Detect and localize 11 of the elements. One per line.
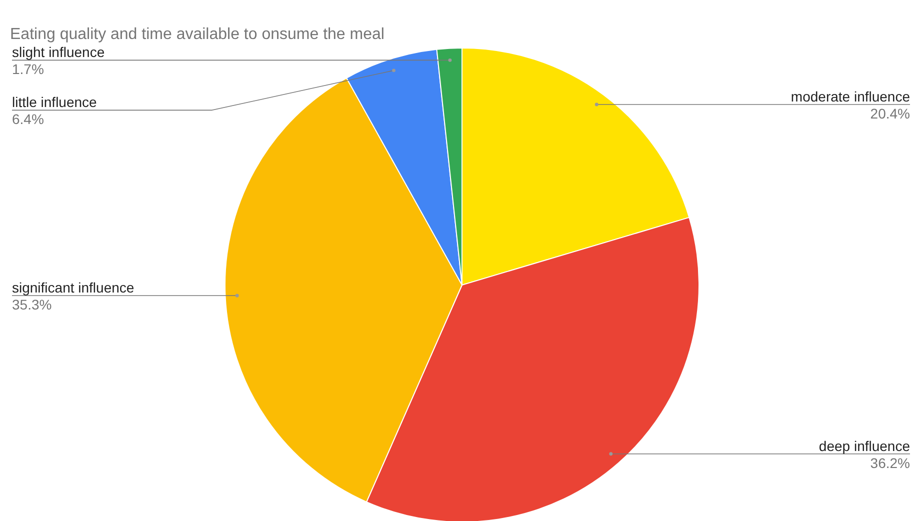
slice-label: little influence [12, 94, 98, 110]
chart-title: Eating quality and time available to onsume the meal [10, 26, 384, 43]
slice-label: significant influence [12, 280, 134, 296]
data-label: 35.3% [12, 296, 52, 313]
data-label: 20.4% [870, 106, 910, 122]
data-label: 6.4% [12, 111, 44, 128]
data-label: 1.7% [12, 61, 44, 78]
data-label: 36.2% [870, 454, 910, 471]
slice-label: slight influence [12, 44, 105, 60]
slice-label: moderate influence [790, 88, 910, 105]
slice-label: deep influence [818, 438, 910, 454]
